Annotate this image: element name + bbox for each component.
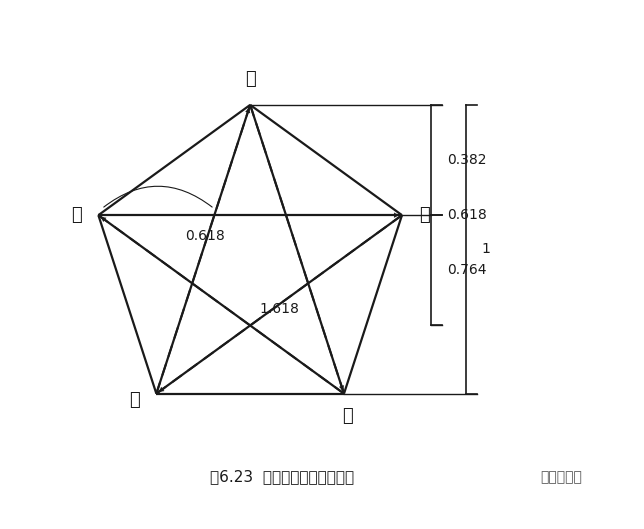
- Text: 金: 金: [129, 391, 139, 409]
- Text: 火: 火: [419, 206, 430, 224]
- Text: 0.618: 0.618: [447, 208, 486, 222]
- Text: 木: 木: [245, 70, 256, 88]
- Text: 1.618: 1.618: [259, 302, 299, 316]
- Text: 0.382: 0.382: [447, 153, 486, 167]
- Text: 1: 1: [482, 242, 491, 256]
- Text: 0.618: 0.618: [185, 229, 225, 243]
- Text: 赢家财富网: 赢家财富网: [540, 470, 582, 484]
- Text: 水: 水: [71, 206, 81, 224]
- Text: 圖6.23  黃金五角形與黃金比率: 圖6.23 黃金五角形與黃金比率: [210, 469, 354, 484]
- Text: 土: 土: [342, 407, 352, 425]
- Text: 0.764: 0.764: [447, 263, 486, 277]
